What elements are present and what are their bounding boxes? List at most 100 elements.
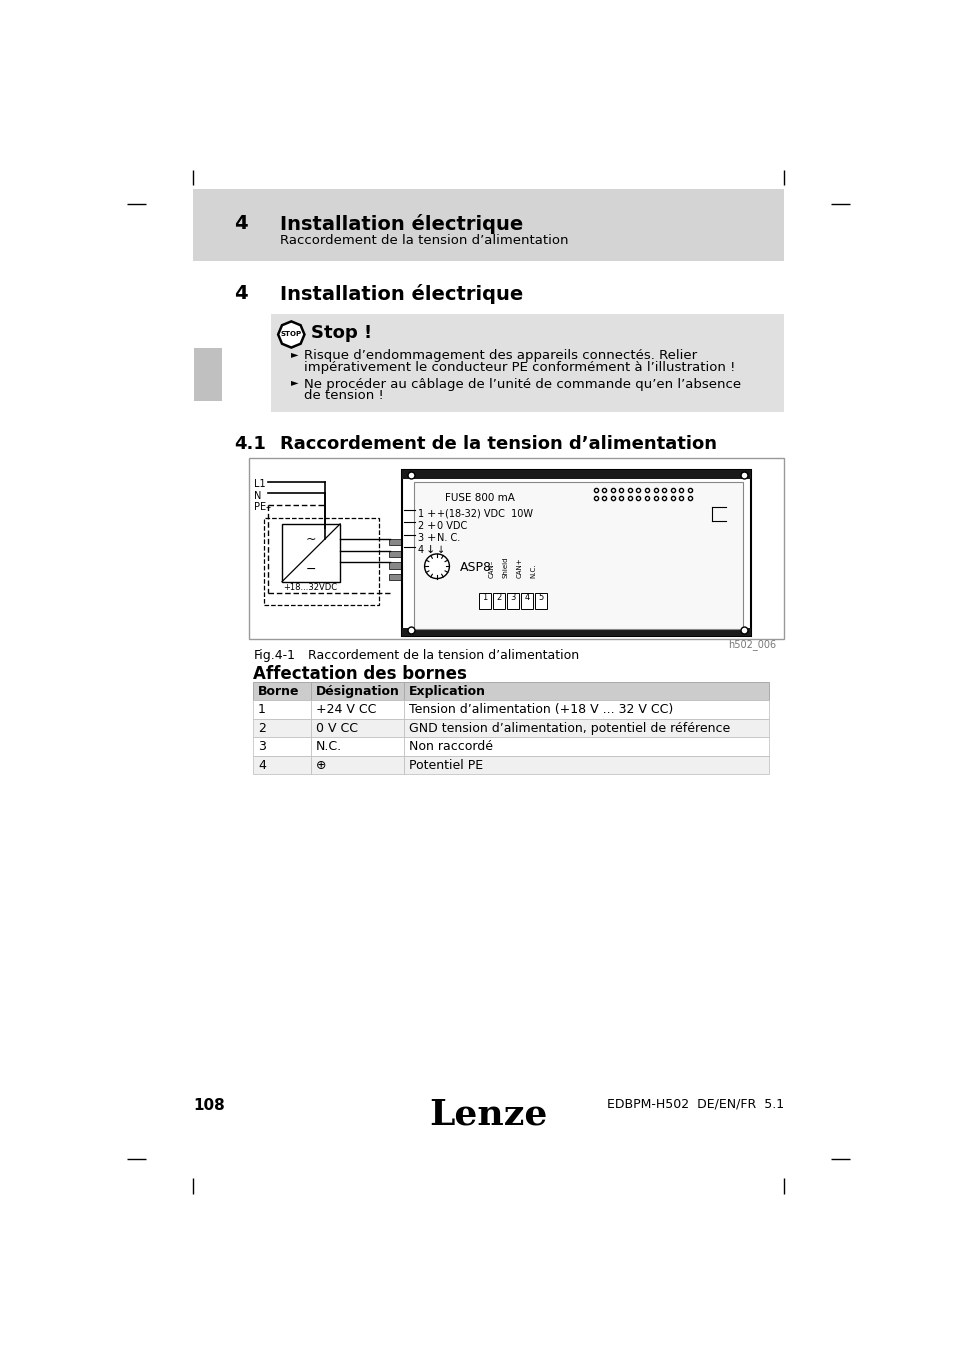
Bar [402, 628, 750, 636]
Text: Shield: Shield [501, 556, 508, 578]
Text: Explication: Explication [409, 684, 486, 698]
Bar [389, 539, 402, 545]
Bar [493, 593, 505, 609]
Bar [311, 718, 404, 737]
Text: −: − [306, 563, 316, 575]
Text: +24 V CC: +24 V CC [315, 703, 376, 717]
Text: Ne procéder au câblage de l’unité de commande qu’en l’absence: Ne procéder au câblage de l’unité de com… [303, 378, 740, 390]
Text: 1: 1 [482, 593, 487, 602]
Text: Risque d’endommagement des appareils connectés. Relier: Risque d’endommagement des appareils con… [303, 350, 696, 362]
Bar [520, 593, 533, 609]
Text: ►: ► [291, 350, 298, 359]
Text: +18...32VDC: +18...32VDC [283, 583, 337, 593]
Text: 3: 3 [257, 740, 266, 753]
Text: impérativement le conducteur PE conformément à l’illustration !: impérativement le conducteur PE conformé… [303, 360, 735, 374]
Text: N. C.: N. C. [436, 533, 459, 543]
Bar [404, 737, 768, 756]
Text: Stop !: Stop ! [311, 324, 373, 343]
Text: FUSE 800 mA: FUSE 800 mA [444, 493, 514, 504]
Bar [311, 756, 404, 774]
Text: ↓: ↓ [436, 545, 445, 555]
Text: +: + [427, 521, 436, 531]
Text: de tension !: de tension ! [303, 389, 383, 402]
Text: 4: 4 [417, 545, 423, 555]
Text: 4.1: 4.1 [233, 435, 266, 454]
Text: 1: 1 [257, 703, 266, 717]
Text: +: + [427, 533, 436, 543]
Text: 2: 2 [257, 722, 266, 734]
Text: 4: 4 [257, 759, 266, 772]
Bar [404, 682, 768, 701]
Text: 108: 108 [193, 1098, 225, 1112]
Bar [282, 524, 340, 582]
Text: 5: 5 [537, 593, 543, 602]
Text: N.C.: N.C. [315, 740, 342, 753]
Text: 4: 4 [524, 593, 529, 602]
Text: Lenze: Lenze [429, 1098, 548, 1131]
Text: ►: ► [291, 378, 298, 387]
Circle shape [424, 554, 449, 579]
Bar [193, 348, 221, 401]
Bar [389, 574, 402, 580]
Text: h502_006: h502_006 [727, 639, 776, 649]
Text: 2: 2 [496, 593, 501, 602]
Text: 2: 2 [417, 521, 423, 531]
Text: Installation électrique: Installation électrique [280, 284, 523, 304]
Text: ⊕: ⊕ [315, 759, 326, 772]
Text: PE–: PE– [253, 502, 271, 513]
Text: 0 VDC: 0 VDC [436, 521, 467, 531]
Bar [253, 701, 311, 718]
Bar [506, 593, 518, 609]
Text: Raccordement de la tension d’alimentation: Raccordement de la tension d’alimentatio… [307, 649, 578, 663]
Bar [249, 459, 783, 640]
Bar [402, 470, 750, 636]
Text: CAN–: CAN– [488, 559, 494, 578]
Text: STOP: STOP [280, 332, 301, 338]
Text: N.C.: N.C. [530, 563, 536, 578]
Text: GND tension d’alimentation, potentiel de référence: GND tension d’alimentation, potentiel de… [409, 722, 730, 734]
Bar [253, 756, 311, 774]
Text: Borne: Borne [257, 684, 299, 698]
Bar [264, 518, 378, 605]
Text: Raccordement de la tension d’alimentation: Raccordement de la tension d’alimentatio… [280, 234, 568, 247]
Text: 3: 3 [417, 533, 423, 543]
Text: Fig.4-1: Fig.4-1 [253, 649, 295, 663]
Text: +(18-32) VDC  10W: +(18-32) VDC 10W [436, 509, 533, 518]
Bar [534, 593, 546, 609]
Bar [311, 701, 404, 718]
Text: Tension d’alimentation (+18 V ... 32 V CC): Tension d’alimentation (+18 V ... 32 V C… [409, 703, 673, 717]
Bar [404, 718, 768, 737]
Text: Désignation: Désignation [315, 684, 399, 698]
Text: Potentiel PE: Potentiel PE [409, 759, 483, 772]
Text: Non raccordé: Non raccordé [409, 740, 493, 753]
Text: 4: 4 [233, 215, 248, 234]
Bar [253, 682, 311, 701]
Text: ASP8: ASP8 [459, 560, 492, 574]
Bar [311, 737, 404, 756]
Text: Installation électrique: Installation électrique [280, 215, 523, 235]
Bar [311, 682, 404, 701]
Text: 3: 3 [510, 593, 516, 602]
Text: CAN+: CAN+ [516, 558, 521, 578]
Text: L1: L1 [253, 479, 266, 489]
Bar [271, 315, 783, 412]
Bar [478, 593, 491, 609]
Bar [404, 756, 768, 774]
Text: EDBPM-H502  DE/EN/FR  5.1: EDBPM-H502 DE/EN/FR 5.1 [606, 1098, 783, 1111]
Polygon shape [278, 321, 304, 347]
Bar [193, 189, 783, 261]
Text: ↓: ↓ [425, 545, 435, 555]
Text: 1: 1 [417, 509, 423, 518]
Bar [402, 470, 750, 479]
Text: 4: 4 [233, 284, 248, 302]
Bar [253, 737, 311, 756]
Text: Affectation des bornes: Affectation des bornes [253, 664, 467, 683]
Bar [253, 718, 311, 737]
Bar [414, 482, 742, 629]
Text: ~: ~ [306, 533, 316, 547]
Text: +: + [427, 509, 436, 518]
Text: Raccordement de la tension d’alimentation: Raccordement de la tension d’alimentatio… [280, 435, 717, 454]
Bar [389, 563, 402, 568]
Bar [389, 551, 402, 558]
Bar [404, 701, 768, 718]
